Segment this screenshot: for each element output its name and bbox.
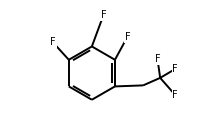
- Text: F: F: [172, 90, 178, 100]
- Text: F: F: [155, 54, 160, 64]
- Text: F: F: [125, 32, 130, 42]
- Text: F: F: [50, 37, 56, 47]
- Text: F: F: [101, 10, 106, 20]
- Text: F: F: [172, 64, 178, 74]
